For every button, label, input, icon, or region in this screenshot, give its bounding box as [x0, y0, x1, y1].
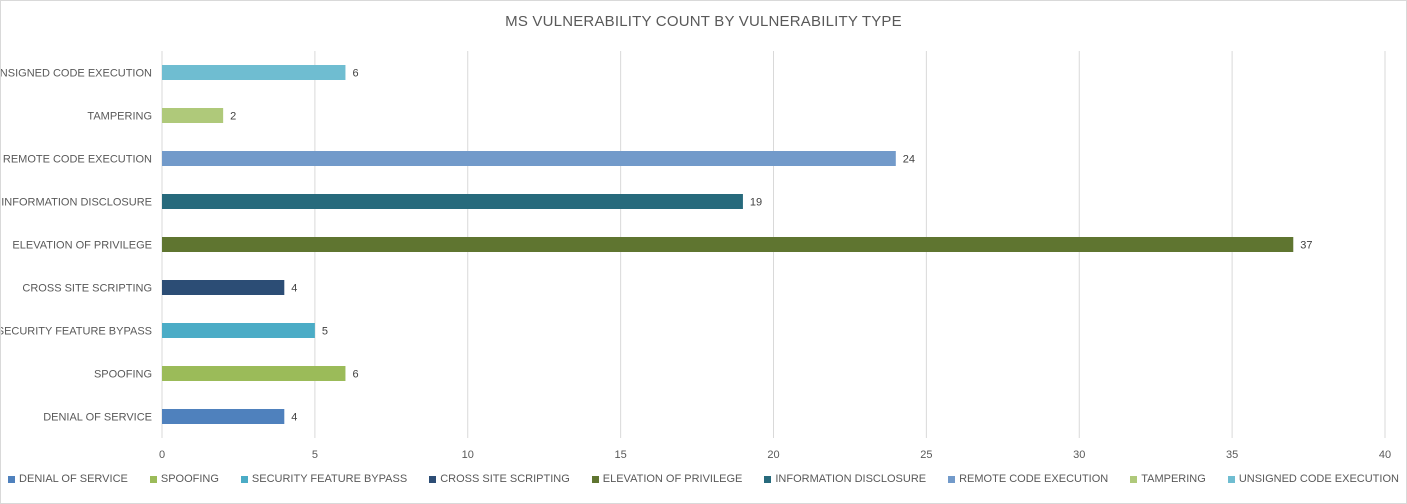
x-tick-label: 0 — [159, 449, 165, 461]
x-tick-label: 20 — [767, 449, 779, 461]
data-labels: 4 6 5 4 37 19 24 2 6 — [230, 68, 1312, 424]
category-label: REMOTE CODE EXECUTION — [3, 154, 152, 166]
bars — [162, 65, 1294, 424]
legend-swatch — [764, 475, 772, 483]
x-tick-label: 10 — [462, 449, 474, 461]
chart-title: MS VULNERABILITY COUNT BY VULNERABILITY … — [505, 13, 902, 30]
category-label: UNSIGNED CODE EXECUTION — [1, 68, 152, 80]
legend-item: SECURITY FEATURE BYPASS — [240, 473, 408, 485]
legend-swatch — [8, 475, 16, 483]
legend-swatch — [591, 475, 599, 483]
legend-swatch — [149, 475, 157, 483]
bar — [162, 237, 1294, 252]
x-tick-labels: 0 5 10 15 20 25 30 35 40 — [159, 449, 1391, 461]
x-tick-label: 35 — [1226, 449, 1238, 461]
legend-item: SPOOFING — [149, 473, 219, 485]
category-labels: DENIAL OF SERVICE SPOOFING SECURITY FEATUR… — [1, 68, 152, 424]
bar — [162, 409, 285, 424]
bar — [162, 280, 285, 295]
category-label: ELEVATION OF PRIVILEGE — [12, 240, 152, 252]
data-label: 2 — [230, 111, 236, 123]
category-label: DENIAL OF SERVICE — [43, 412, 152, 424]
legend-swatch — [948, 475, 956, 483]
legend-label: INFORMATION DISCLOSURE — [775, 473, 927, 485]
x-tick-label: 40 — [1379, 449, 1391, 461]
data-label: 37 — [1300, 240, 1312, 252]
data-label: 4 — [291, 283, 297, 295]
legend-swatch — [429, 475, 437, 483]
data-label: 6 — [352, 369, 358, 381]
category-label: SECURITY FEATURE BYPASS — [1, 326, 152, 338]
data-label: 6 — [352, 68, 358, 80]
bar — [162, 65, 346, 80]
legend-label: REMOTE CODE EXECUTION — [959, 473, 1109, 485]
data-label: 4 — [291, 412, 297, 424]
legend-label: CROSS SITE SCRIPTING — [440, 473, 570, 485]
legend-item: UNSIGNED CODE EXECUTION — [1227, 473, 1399, 485]
category-label: INFORMATION DISCLOSURE — [1, 197, 152, 209]
legend-label: SPOOFING — [160, 473, 219, 485]
bar — [162, 108, 224, 123]
legend-label: ELEVATION OF PRIVILEGE — [602, 473, 743, 485]
category-label: TAMPERING — [87, 111, 152, 123]
bar — [162, 323, 315, 338]
legend-label: UNSIGNED CODE EXECUTION — [1238, 473, 1399, 485]
legend-swatch — [1130, 475, 1138, 483]
bar — [162, 366, 346, 381]
x-tick-label: 25 — [920, 449, 932, 461]
legend-item: ELEVATION OF PRIVILEGE — [591, 473, 743, 485]
legend-item: INFORMATION DISCLOSURE — [764, 473, 926, 485]
legend-label: DENIAL OF SERVICE — [19, 473, 128, 485]
legend-label: TAMPERING — [1141, 473, 1206, 485]
bar — [162, 151, 896, 166]
x-tick-label: 15 — [615, 449, 627, 461]
data-label: 5 — [322, 326, 328, 338]
legend-item: DENIAL OF SERVICE — [8, 473, 128, 485]
legend-label: SECURITY FEATURE BYPASS — [251, 473, 408, 485]
category-label: CROSS SITE SCRIPTING — [22, 283, 152, 295]
legend-item: REMOTE CODE EXECUTION — [948, 473, 1108, 485]
category-label: SPOOFING — [94, 369, 152, 381]
bar — [162, 194, 743, 209]
legend-swatch — [240, 475, 248, 483]
legend-item: CROSS SITE SCRIPTING — [429, 473, 570, 485]
x-tick-label: 30 — [1073, 449, 1085, 461]
x-tick-label: 5 — [312, 449, 318, 461]
data-label: 24 — [903, 154, 915, 166]
legend-item: TAMPERING — [1130, 473, 1206, 485]
data-label: 19 — [750, 197, 762, 209]
legend: DENIAL OF SERVICE SPOOFING SECURITY FEATUR… — [1, 473, 1406, 485]
legend-swatch — [1227, 475, 1235, 483]
